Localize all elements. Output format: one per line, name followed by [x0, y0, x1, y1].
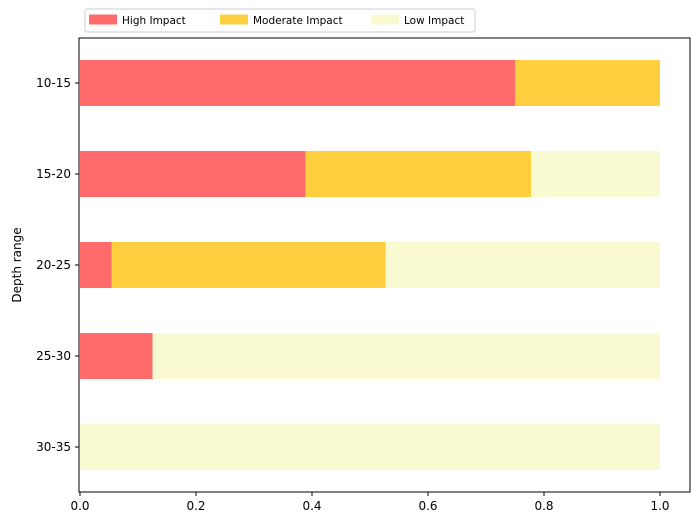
bar-25-30-high-impact	[80, 333, 153, 379]
x-tick-label: 0.2	[186, 499, 205, 513]
y-tick-label: 15-20	[36, 167, 71, 181]
legend-label: Moderate Impact	[253, 15, 343, 27]
bar-25-30-low-impact	[152, 333, 660, 379]
legend-swatch	[220, 14, 248, 25]
axes-layer: 0.0 0.2 0.4 0.6 0.8 1.0 10-15 15-20 20-25 25-30 30…	[36, 37, 691, 513]
y-tick-label: 30-35	[36, 440, 71, 454]
y-tick-label: 20-25	[36, 258, 71, 272]
x-tick-label: 1.0	[650, 499, 669, 513]
bar-10-15-moderate-impact	[515, 60, 660, 106]
x-tick-label: 0.6	[418, 499, 437, 513]
bar-20-25-moderate-impact	[111, 242, 386, 288]
legend-label: High Impact	[122, 15, 186, 27]
bar-15-20-moderate-impact	[305, 151, 532, 197]
legend-label: Low Impact	[404, 15, 464, 27]
y-tick-label: 10-15	[36, 76, 71, 90]
bar-15-20-high-impact	[80, 151, 306, 197]
y-tick-label: 25-30	[36, 349, 71, 363]
bar-10-15-high-impact	[80, 60, 515, 106]
x-tick-label: 0.8	[534, 499, 553, 513]
legend-swatch	[89, 14, 117, 25]
bar-20-25-high-impact	[80, 242, 112, 288]
x-tick-label: 0.0	[70, 499, 89, 513]
bar-30-35-low-impact	[80, 424, 660, 470]
x-tick-label: 0.4	[302, 499, 321, 513]
y-axis-label: Depth range	[10, 227, 24, 302]
legend: High Impact Moderate Impact Low Impact	[84, 8, 476, 33]
legend-swatch	[371, 14, 399, 25]
bar-20-25-low-impact	[385, 242, 660, 288]
bars-layer	[80, 60, 660, 470]
bar-15-20-low-impact	[531, 151, 660, 197]
